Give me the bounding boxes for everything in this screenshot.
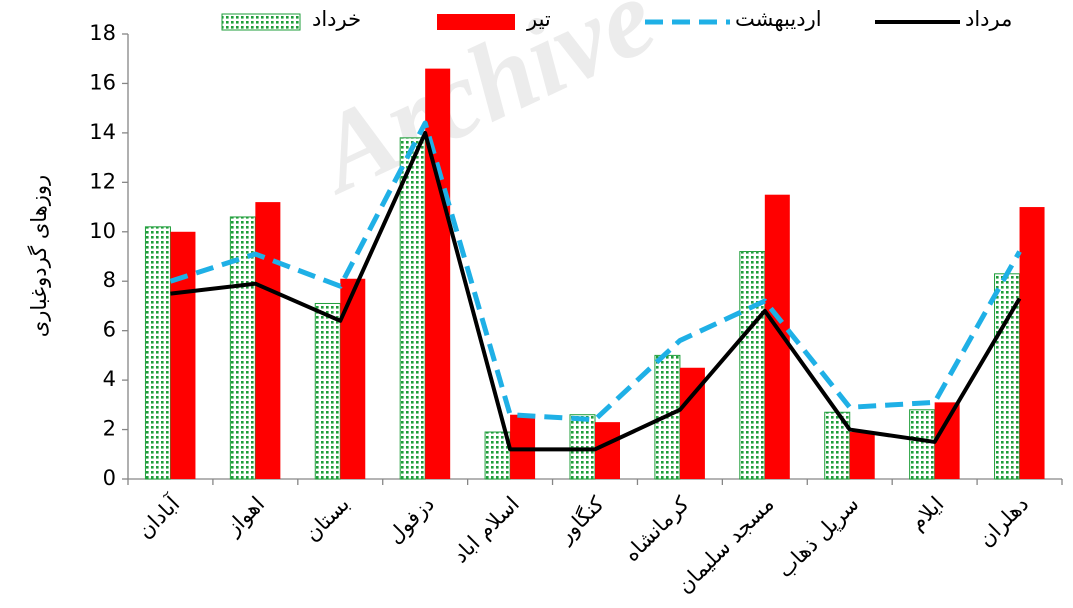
x-tick-label: کنگاور (552, 492, 608, 548)
x-tick-label: بستان (300, 492, 354, 546)
x-tick-label: سرپل ذهاب (773, 492, 864, 583)
x-tick-label: اهواز (221, 492, 270, 541)
legend-swatch (221, 13, 301, 31)
x-tick-label: ایلام (905, 492, 948, 535)
watermark: Archive (294, 0, 672, 217)
line (169, 120, 1022, 423)
bar (569, 414, 596, 480)
y-tick-label: 12 (89, 169, 116, 193)
x-tick-label: دزفول (383, 492, 439, 548)
legend-label: مرداد (965, 7, 1012, 31)
bar (399, 137, 426, 480)
bar (255, 202, 281, 479)
bar (425, 68, 451, 479)
bar (170, 231, 196, 479)
y-tick-label: 14 (89, 120, 116, 144)
bar (934, 402, 960, 479)
bar (849, 432, 875, 479)
x-tick-label: اسلام اباد (448, 492, 524, 568)
bar (739, 251, 766, 480)
legend-swatch (437, 14, 515, 30)
y-tick-label: 2 (103, 417, 116, 441)
bar (510, 414, 536, 479)
bar (909, 409, 936, 480)
x-tick-label: کرمانشاه (619, 492, 693, 566)
bar (144, 226, 171, 480)
y-tick-label: 10 (89, 219, 116, 243)
legend-label: تیر (526, 7, 551, 31)
x-tick-label: آبادان (132, 490, 185, 543)
y-tick-label: 16 (89, 70, 116, 94)
x-tick-label: دهلران (974, 492, 1034, 552)
bar (764, 194, 790, 479)
bar (1019, 207, 1045, 480)
y-tick-label: 0 (103, 466, 116, 490)
bar (595, 422, 620, 479)
y-tick-label: 6 (103, 318, 116, 342)
legend-label: اردیبهشت (735, 7, 822, 31)
legend-label: خرداد (312, 7, 361, 31)
y-tick-label: 8 (103, 268, 116, 292)
bar (314, 302, 341, 480)
line (170, 130, 1022, 452)
y-tick-label: 18 (89, 21, 116, 45)
y-axis-label: روزهای گردوغباری (27, 175, 51, 337)
y-tick-label: 4 (103, 367, 116, 391)
